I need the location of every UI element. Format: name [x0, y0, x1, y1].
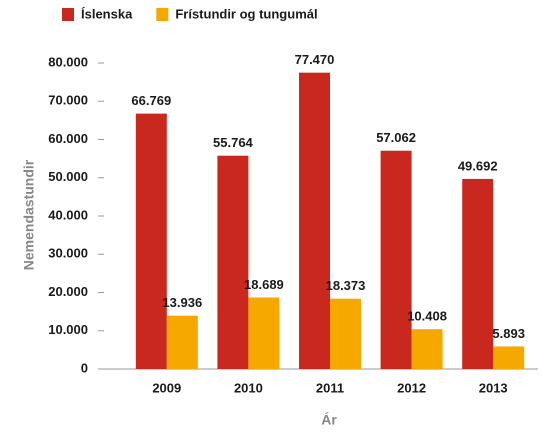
- legend-label: Frístundir og tungumál: [175, 6, 317, 21]
- y-tick-label: 10.000: [48, 322, 88, 337]
- x-axis-title: Ár: [321, 412, 337, 428]
- bar: [411, 329, 443, 369]
- value-label: 18.373: [326, 278, 366, 293]
- bar: [380, 150, 412, 369]
- bar: [135, 113, 167, 369]
- value-label: 10.408: [407, 309, 447, 324]
- value-label: 5.893: [492, 326, 525, 341]
- bar: [166, 315, 198, 369]
- value-label: 49.692: [458, 158, 498, 173]
- y-axis-title: Nemendastundir: [21, 159, 37, 270]
- bar: [462, 178, 494, 369]
- x-tick-label: 2009: [152, 380, 181, 395]
- value-label: 57.062: [376, 130, 416, 145]
- legend-swatch: [156, 8, 169, 21]
- y-tick-label: 70.000: [48, 93, 88, 108]
- y-tick-label: 50.000: [48, 169, 88, 184]
- y-tick-label: 60.000: [48, 131, 88, 146]
- bar: [299, 72, 330, 370]
- value-label: 13.936: [162, 295, 202, 310]
- bar: [248, 297, 280, 369]
- y-tick-label: 20.000: [48, 284, 88, 299]
- x-tick-label: 2011: [316, 380, 344, 395]
- bar: [330, 298, 361, 369]
- y-tick-label: 40.000: [48, 207, 88, 222]
- legend-swatch: [62, 8, 74, 21]
- value-label: 66.769: [131, 93, 171, 108]
- y-tick-label: 30.000: [48, 246, 88, 261]
- x-tick-label: 2012: [397, 380, 426, 395]
- y-tick-label: 80.000: [48, 54, 88, 69]
- value-label: 77.470: [295, 52, 335, 67]
- bar: [493, 346, 525, 369]
- y-tick-label: 0: [81, 360, 88, 375]
- x-tick-label: 2013: [479, 380, 508, 395]
- value-label: 18.689: [244, 277, 284, 292]
- legend-label: Íslenska: [81, 6, 133, 21]
- value-label: 55.764: [213, 135, 254, 150]
- x-tick-label: 2010: [234, 380, 263, 395]
- bar: [217, 155, 249, 369]
